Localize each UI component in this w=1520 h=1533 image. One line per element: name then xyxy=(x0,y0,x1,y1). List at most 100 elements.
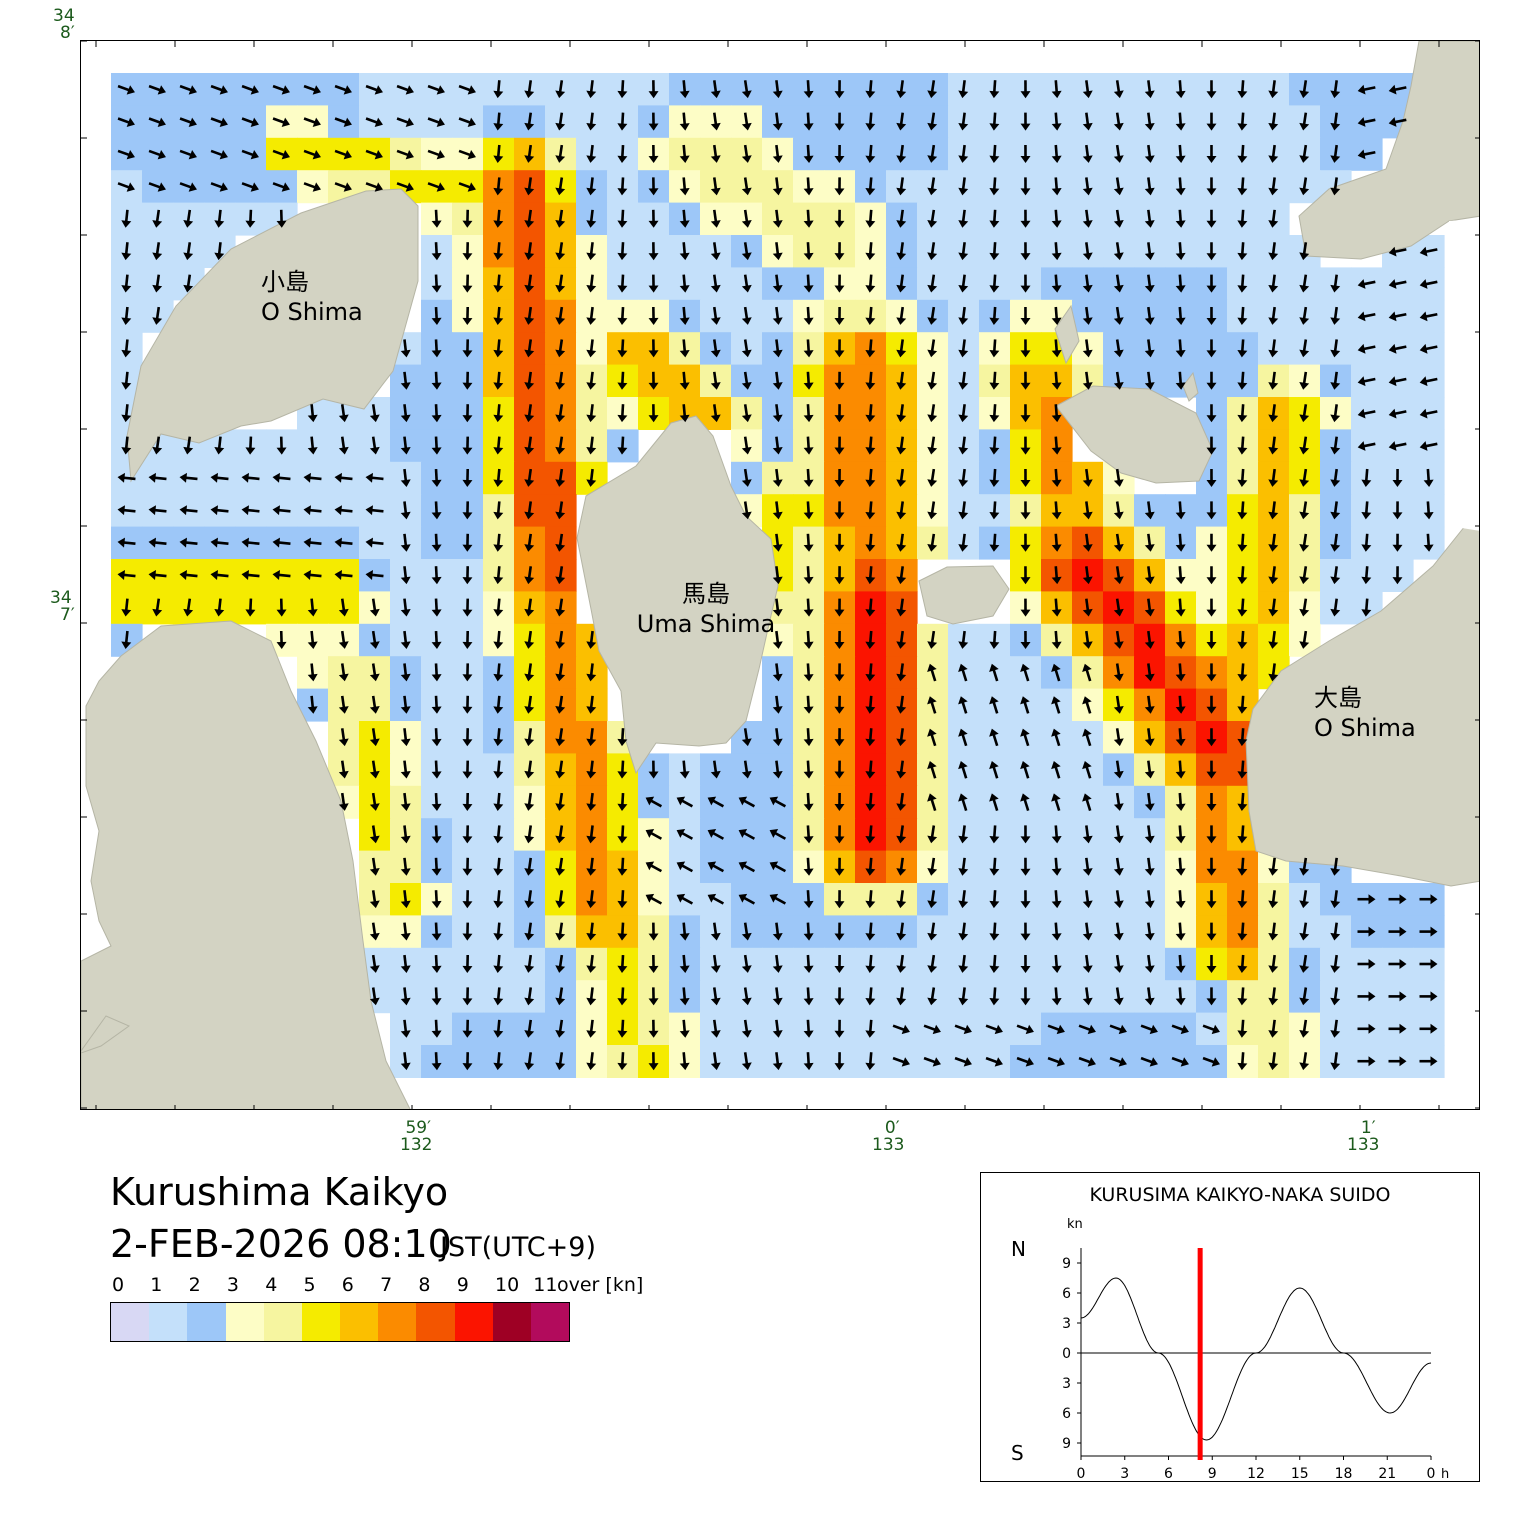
current-arrow xyxy=(989,209,1000,228)
current-arrow xyxy=(679,1019,690,1038)
current-arrow xyxy=(803,80,814,99)
legend-swatch-10 xyxy=(492,1303,531,1341)
current-arrow xyxy=(1237,954,1248,973)
current-arrow xyxy=(1082,177,1093,196)
current-arrow xyxy=(1051,761,1061,779)
current-arrow xyxy=(1171,1024,1189,1035)
current-arrow xyxy=(617,825,628,844)
current-arrow xyxy=(431,533,442,552)
current-arrow xyxy=(431,468,442,487)
current-arrow xyxy=(1268,1019,1279,1038)
current-arrow xyxy=(1175,728,1186,747)
current-arrow xyxy=(1237,306,1248,325)
current-arrow xyxy=(772,436,783,455)
current-arrow xyxy=(1299,630,1310,649)
current-arrow xyxy=(865,501,876,520)
current-arrow xyxy=(1113,274,1124,293)
current-arrow xyxy=(121,598,132,617)
current-arrow xyxy=(1388,408,1407,419)
current-arrow xyxy=(586,954,597,973)
current-arrow xyxy=(865,209,876,228)
legend-swatch-2 xyxy=(187,1303,226,1341)
current-arrow xyxy=(179,84,197,95)
island-name-ja: 馬島 xyxy=(682,580,730,608)
current-arrow xyxy=(1051,922,1062,941)
current-arrow xyxy=(1144,760,1155,779)
current-arrow xyxy=(1206,954,1217,973)
current-arrow xyxy=(648,80,659,99)
current-arrow xyxy=(338,792,349,811)
current-arrow xyxy=(1051,274,1062,293)
current-arrow xyxy=(772,177,783,196)
current-map[interactable]: 小島 O Shima 馬島 Uma Shima 大島 O Shima xyxy=(80,40,1480,1110)
current-arrow xyxy=(1020,857,1031,876)
legend-swatch-11 xyxy=(530,1303,570,1341)
current-arrow xyxy=(1268,663,1279,682)
current-arrow xyxy=(927,825,938,844)
current-arrow xyxy=(1388,1023,1407,1034)
current-arrow xyxy=(462,209,473,228)
current-arrow xyxy=(431,728,442,747)
current-arrow xyxy=(400,825,411,844)
current-arrow xyxy=(834,857,845,876)
tide-y-tick: 3 xyxy=(1062,1316,1071,1332)
current-arrow xyxy=(896,209,907,228)
current-arrow xyxy=(334,570,353,580)
current-arrow xyxy=(834,112,845,131)
current-arrow xyxy=(1237,792,1248,811)
current-arrow xyxy=(896,533,907,552)
current-arrow xyxy=(400,663,411,682)
current-arrow xyxy=(1268,533,1279,552)
current-arrow xyxy=(617,306,628,325)
current-arrow xyxy=(896,112,907,131)
current-arrow xyxy=(1047,1024,1065,1035)
current-arrow xyxy=(927,954,938,973)
current-arrow xyxy=(1113,663,1124,682)
current-arrow xyxy=(117,149,135,160)
current-arrow xyxy=(772,371,783,390)
current-arrow xyxy=(462,695,473,714)
current-arrow xyxy=(179,570,198,580)
current-arrow xyxy=(1113,177,1124,196)
current-arrow xyxy=(679,80,690,99)
current-arrow xyxy=(1237,144,1248,163)
current-arrow xyxy=(617,144,628,163)
current-arrow xyxy=(1144,501,1155,520)
current-arrow xyxy=(989,696,999,714)
current-arrow xyxy=(803,857,814,876)
current-arrow xyxy=(1357,376,1376,387)
current-arrow xyxy=(1237,598,1248,617)
current-arrow xyxy=(586,695,597,714)
current-arrow xyxy=(648,371,659,390)
current-arrow xyxy=(462,533,473,552)
current-arrow xyxy=(400,695,411,714)
current-arrow xyxy=(586,1052,597,1071)
current-arrow xyxy=(1299,533,1310,552)
current-arrow xyxy=(865,436,876,455)
current-arrow xyxy=(1113,533,1124,552)
current-arrow xyxy=(865,598,876,617)
current-arrow xyxy=(462,436,473,455)
current-arrow xyxy=(555,890,566,909)
current-arrow xyxy=(834,80,845,99)
current-arrow xyxy=(586,209,597,228)
land-islet-east xyxy=(1055,385,1214,484)
current-arrow xyxy=(1268,890,1279,909)
current-arrow xyxy=(617,857,628,876)
current-arrow xyxy=(710,144,721,163)
current-arrow xyxy=(524,339,535,358)
current-arrow xyxy=(1206,987,1217,1006)
tide-x-tick: 12 xyxy=(1247,1466,1265,1481)
current-arrow xyxy=(865,242,876,261)
current-arrow xyxy=(1113,144,1124,163)
current-arrow xyxy=(121,306,132,325)
current-arrow xyxy=(493,371,504,390)
current-arrow xyxy=(648,954,659,973)
current-arrow xyxy=(427,182,445,192)
current-arrow xyxy=(679,987,690,1006)
current-arrow xyxy=(834,954,845,973)
current-arrow xyxy=(1082,566,1093,585)
current-arrow xyxy=(334,537,353,548)
current-arrow xyxy=(1020,436,1031,455)
current-arrow xyxy=(493,144,504,163)
